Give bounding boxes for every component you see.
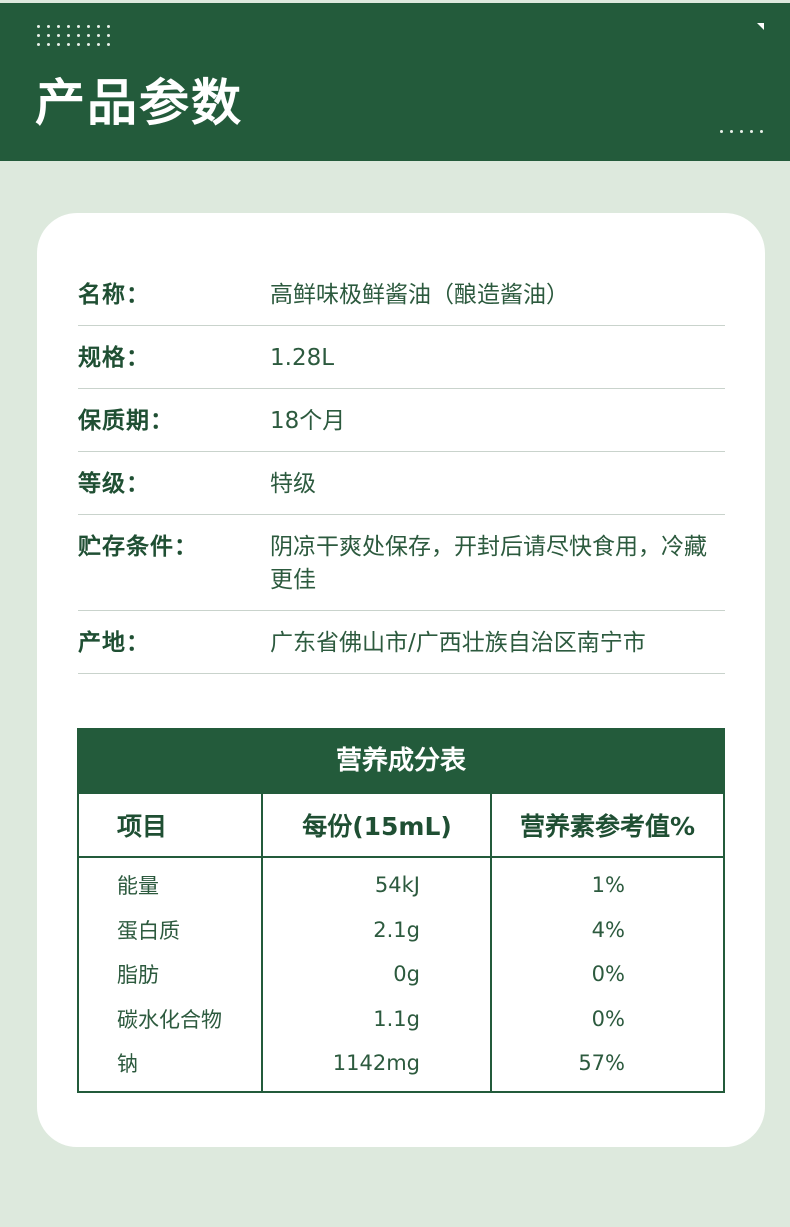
nutrient-amount: 1.1g — [261, 996, 491, 1041]
nutrient-name: 能量 — [117, 874, 159, 899]
nutrient-nrv: 4% — [490, 907, 723, 952]
param-row-grade: 等级： 特级 — [78, 452, 725, 515]
param-value: 1.28L — [270, 345, 335, 371]
param-label: 产地： — [78, 630, 150, 656]
nutrient-amount: 54kJ — [261, 857, 491, 908]
params-card: 名称： 高鲜味极鲜酱油（酿造酱油） 规格： 1.28L 保质期： 18个月 等级： 特级… — [37, 213, 765, 1147]
column-header-nrv: 营养素参考值% — [490, 792, 723, 858]
nutrition-table: 营养成分表 项目 每份(15mL) 营养素参考值% 能量 54kJ 1% 蛋白质 2.1… — [77, 728, 725, 1093]
decorative-dots-right — [720, 130, 763, 133]
nutrient-amount: 0g — [261, 952, 491, 997]
page-title: 产品参数 — [35, 74, 243, 132]
nutrient-name: 钠 — [117, 1052, 138, 1077]
param-value: 特级 — [270, 471, 316, 497]
param-row-origin: 产地： 广东省佛山市/广西壮族自治区南宁市 — [78, 611, 725, 674]
nutrition-table-title: 营养成分表 — [79, 730, 723, 792]
param-value: 高鲜味极鲜酱油（酿造酱油） — [270, 282, 569, 308]
nutrient-nrv: 0% — [490, 952, 723, 997]
table-row: 脂肪 0g 0% — [79, 952, 723, 997]
nutrient-amount: 2.1g — [261, 907, 491, 952]
param-label: 规格： — [78, 345, 150, 371]
nutrient-nrv: 0% — [490, 996, 723, 1041]
nutrient-amount: 1142mg — [261, 1041, 491, 1091]
decorative-dots — [37, 25, 117, 46]
nutrient-name: 脂肪 — [117, 963, 159, 988]
param-value: 18个月 — [270, 408, 346, 434]
param-value: 阴凉干爽处保存，开封后请尽快食用，冷藏更佳 — [270, 534, 707, 593]
nutrient-nrv: 1% — [490, 857, 723, 908]
param-row-shelf-life: 保质期： 18个月 — [78, 389, 725, 452]
table-row: 碳水化合物 1.1g 0% — [79, 996, 723, 1041]
param-row-storage: 贮存条件： 阴凉干爽处保存，开封后请尽快食用，冷藏更佳 — [78, 515, 725, 611]
nutrient-name: 蛋白质 — [117, 918, 180, 943]
param-label: 等级： — [78, 471, 150, 497]
column-header-item: 项目 — [79, 792, 262, 858]
param-row-size: 规格： 1.28L — [78, 326, 725, 389]
corner-triangle-icon — [757, 23, 764, 30]
param-label: 保质期： — [78, 408, 174, 434]
nutrient-name: 碳水化合物 — [117, 1007, 222, 1032]
table-row: 钠 1142mg 57% — [79, 1041, 723, 1091]
header-banner: 产品参数 — [0, 3, 790, 161]
param-value: 广东省佛山市/广西壮族自治区南宁市 — [270, 630, 646, 656]
table-row: 能量 54kJ 1% — [79, 857, 723, 908]
table-row: 蛋白质 2.1g 4% — [79, 907, 723, 952]
nutrient-nrv: 57% — [490, 1041, 723, 1091]
column-header-per-serving: 每份(15mL) — [261, 792, 491, 858]
param-label: 贮存条件： — [78, 534, 198, 560]
param-row-name: 名称： 高鲜味极鲜酱油（酿造酱油） — [78, 263, 725, 326]
params-list: 名称： 高鲜味极鲜酱油（酿造酱油） 规格： 1.28L 保质期： 18个月 等级： 特级… — [78, 263, 725, 674]
param-label: 名称： — [78, 282, 150, 308]
